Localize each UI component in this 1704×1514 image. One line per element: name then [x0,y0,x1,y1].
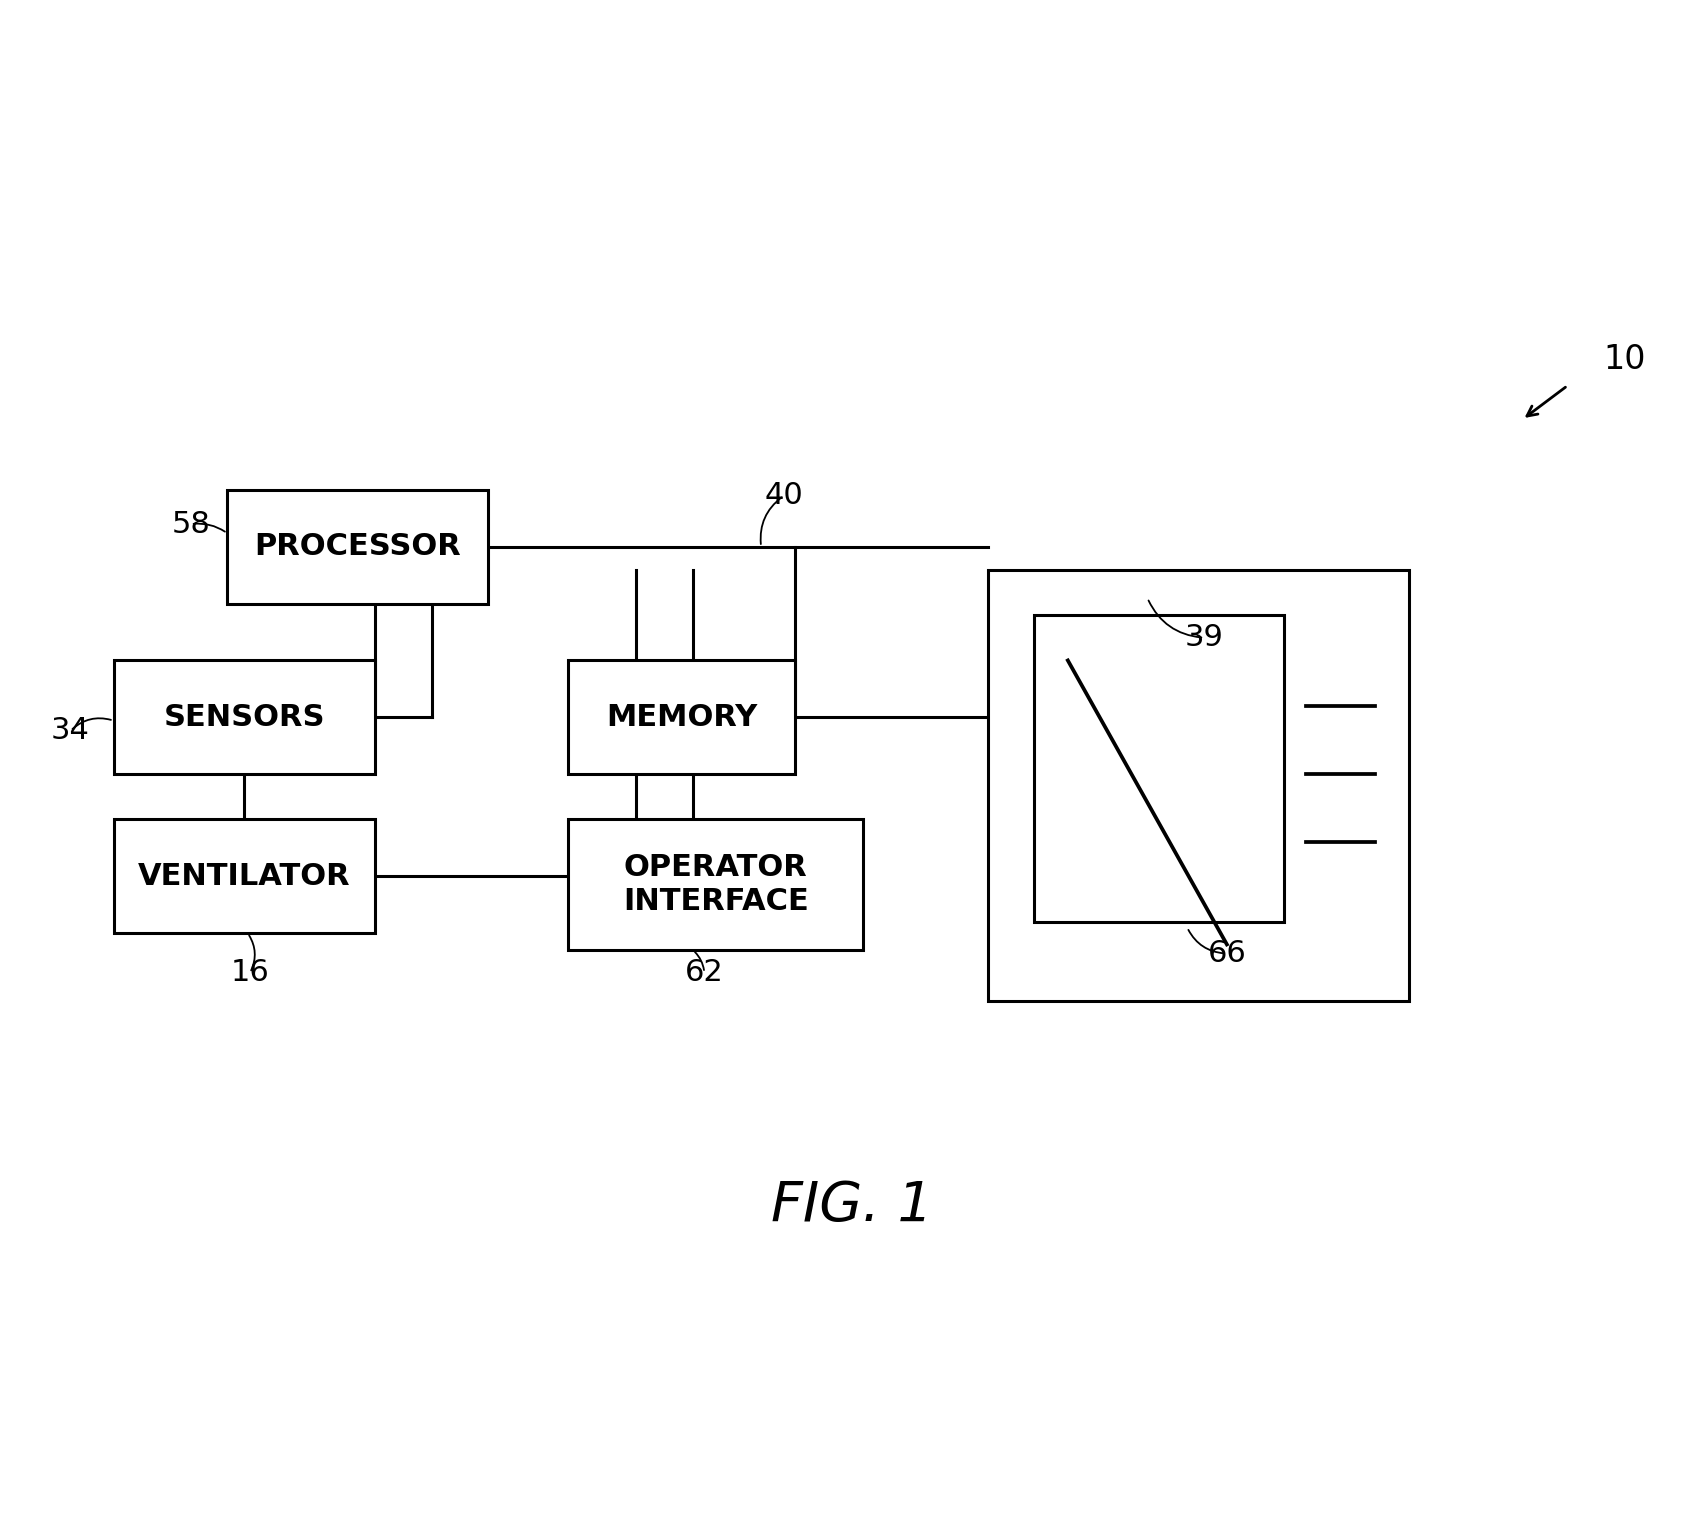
Text: SENSORS: SENSORS [164,702,325,731]
Bar [114,660,375,774]
Text: 39: 39 [1184,624,1223,653]
Bar [988,569,1409,1001]
Bar [227,491,489,604]
Text: PROCESSOR: PROCESSOR [254,533,462,562]
Text: 58: 58 [172,510,210,539]
Bar [114,819,375,933]
Text: 16: 16 [230,958,269,987]
Text: 62: 62 [685,958,724,987]
Text: OPERATOR
INTERFACE: OPERATOR INTERFACE [622,854,809,916]
Bar [567,660,796,774]
Text: 40: 40 [765,481,803,510]
Text: MEMORY: MEMORY [607,702,757,731]
Text: 10: 10 [1603,342,1646,375]
Text: 34: 34 [51,716,90,745]
Bar [1034,615,1283,922]
Text: VENTILATOR: VENTILATOR [138,861,351,890]
Text: FIG. 1: FIG. 1 [772,1179,932,1232]
Bar [567,819,864,951]
Text: 66: 66 [1208,939,1246,967]
